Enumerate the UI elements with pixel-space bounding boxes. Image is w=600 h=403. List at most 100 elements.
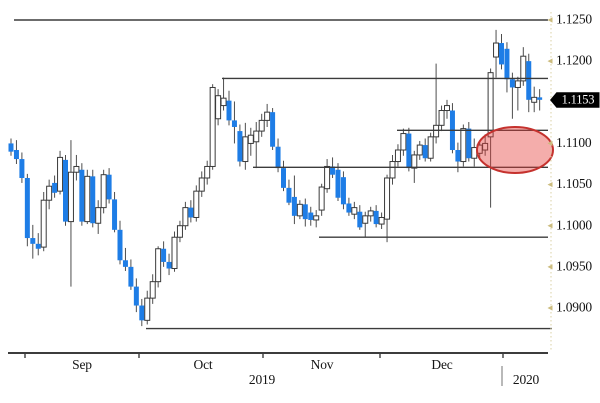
candle-down <box>79 169 85 222</box>
y-axis-tick-marker <box>547 58 553 64</box>
candle-up <box>514 80 521 88</box>
y-axis-label: 1.0950 <box>556 258 592 273</box>
candle-up <box>427 136 434 159</box>
candle-up <box>433 124 440 138</box>
y-axis-tick-marker <box>547 17 553 23</box>
candle-up <box>264 111 271 121</box>
candle-down <box>19 159 25 178</box>
candle-up <box>471 147 478 159</box>
candle-down <box>422 145 428 159</box>
y-axis-label: 1.1100 <box>556 135 592 150</box>
candle-up <box>400 133 407 151</box>
month-label: Dec <box>431 357 452 372</box>
candle-up <box>204 165 211 179</box>
month-label: Sep <box>72 357 92 372</box>
candle-down <box>302 204 308 220</box>
candle-up <box>182 207 189 227</box>
candle-down <box>226 100 232 121</box>
candle-up <box>95 207 102 224</box>
candle-up <box>144 297 151 321</box>
y-axis-label: 1.1250 <box>556 12 592 27</box>
candle-down <box>537 97 543 100</box>
candle-up <box>100 174 107 209</box>
candle-down <box>139 305 145 321</box>
candle-down <box>499 43 504 65</box>
candle-up <box>198 177 205 192</box>
candle-down <box>106 174 112 200</box>
y-axis-label: 1.1050 <box>556 176 592 191</box>
candle-down <box>335 169 341 198</box>
candle-down <box>90 176 96 224</box>
candle-down <box>166 261 172 269</box>
candle-down <box>35 243 41 249</box>
candle-up <box>324 165 331 190</box>
candle-up <box>242 136 249 163</box>
highlight-ellipse-annotation <box>476 126 554 174</box>
candle-up <box>367 210 374 217</box>
candle-down <box>406 133 412 169</box>
candle-down <box>13 150 19 160</box>
candle-down <box>112 199 118 230</box>
candle-up <box>176 225 183 238</box>
candle-up <box>444 105 450 112</box>
candle-up <box>389 161 396 179</box>
candle-up <box>531 96 538 103</box>
candle-down <box>286 187 292 203</box>
candle-down <box>346 203 352 213</box>
candle-down <box>24 177 30 239</box>
candle-down <box>122 260 128 267</box>
y-axis-label: 1.1000 <box>556 217 592 232</box>
candle-down <box>237 131 243 162</box>
y-axis-tick-marker <box>547 140 553 147</box>
candle-up <box>313 215 320 221</box>
candle-down <box>357 211 363 228</box>
candle-up <box>57 156 64 192</box>
year-label: 2020 <box>513 372 540 387</box>
candle-down <box>52 182 58 193</box>
y-axis-label: 1.0900 <box>556 300 592 315</box>
candle-down <box>188 207 194 218</box>
candle-down <box>308 212 314 220</box>
month-label: Oct <box>194 357 213 372</box>
price-badge-arrow <box>550 92 600 108</box>
candle-up <box>46 185 53 201</box>
candle-down <box>275 146 281 169</box>
candle-up <box>247 134 254 144</box>
candle-up <box>487 72 494 138</box>
candle-up <box>362 215 369 224</box>
candle-down <box>509 79 515 88</box>
candle-down <box>8 143 14 152</box>
candle-up <box>351 207 358 215</box>
candle-down <box>291 196 297 216</box>
candle-up <box>318 186 325 211</box>
year-label: 2019 <box>249 372 276 387</box>
candle-up <box>193 190 200 218</box>
candle-up <box>67 171 74 223</box>
candle-down <box>526 61 532 100</box>
candle-down <box>231 120 237 127</box>
candle-down <box>330 166 336 175</box>
candle-down <box>63 159 68 222</box>
candle-down <box>128 266 134 287</box>
candle-down <box>161 248 167 262</box>
candle-down <box>504 48 510 80</box>
candle-up <box>258 119 265 132</box>
candle-up <box>40 199 47 248</box>
candle-up <box>171 236 178 270</box>
candle-up <box>378 216 385 225</box>
candle-down <box>373 210 379 225</box>
candle-up <box>253 130 260 143</box>
y-axis-tick-marker <box>547 223 553 229</box>
candle-up <box>411 154 418 169</box>
candle-down <box>30 238 36 244</box>
price-badge: 1.1153 <box>550 92 600 108</box>
candle-down <box>117 229 123 261</box>
candle-down <box>466 128 472 159</box>
y-axis-label: 1.1200 <box>556 53 592 68</box>
candle-up <box>296 203 303 217</box>
candle-up <box>416 144 423 156</box>
candle-down <box>133 286 139 306</box>
y-axis-tick-marker <box>547 264 553 270</box>
